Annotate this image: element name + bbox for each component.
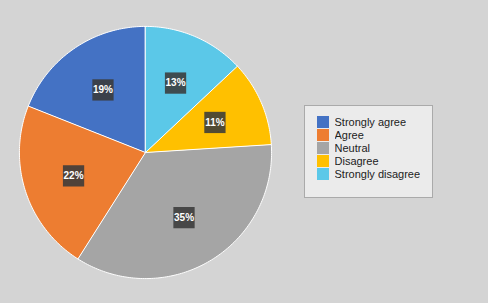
svg-text:11%: 11% — [205, 116, 225, 127]
svg-text:22%: 22% — [64, 170, 84, 181]
html-text:Neutral: Neutral — [334, 142, 370, 155]
html-text:Disagree: Disagree — [334, 155, 379, 168]
svg-text:13%: 13% — [166, 77, 186, 88]
html-text:Agree: Agree — [334, 129, 364, 142]
svg-text:19%: 19% — [93, 84, 113, 95]
html-text:Strongly agree: Strongly agree — [334, 116, 406, 129]
html-text:Strongly disagree: Strongly disagree — [334, 168, 421, 181]
svg-text:35%: 35% — [174, 211, 194, 222]
